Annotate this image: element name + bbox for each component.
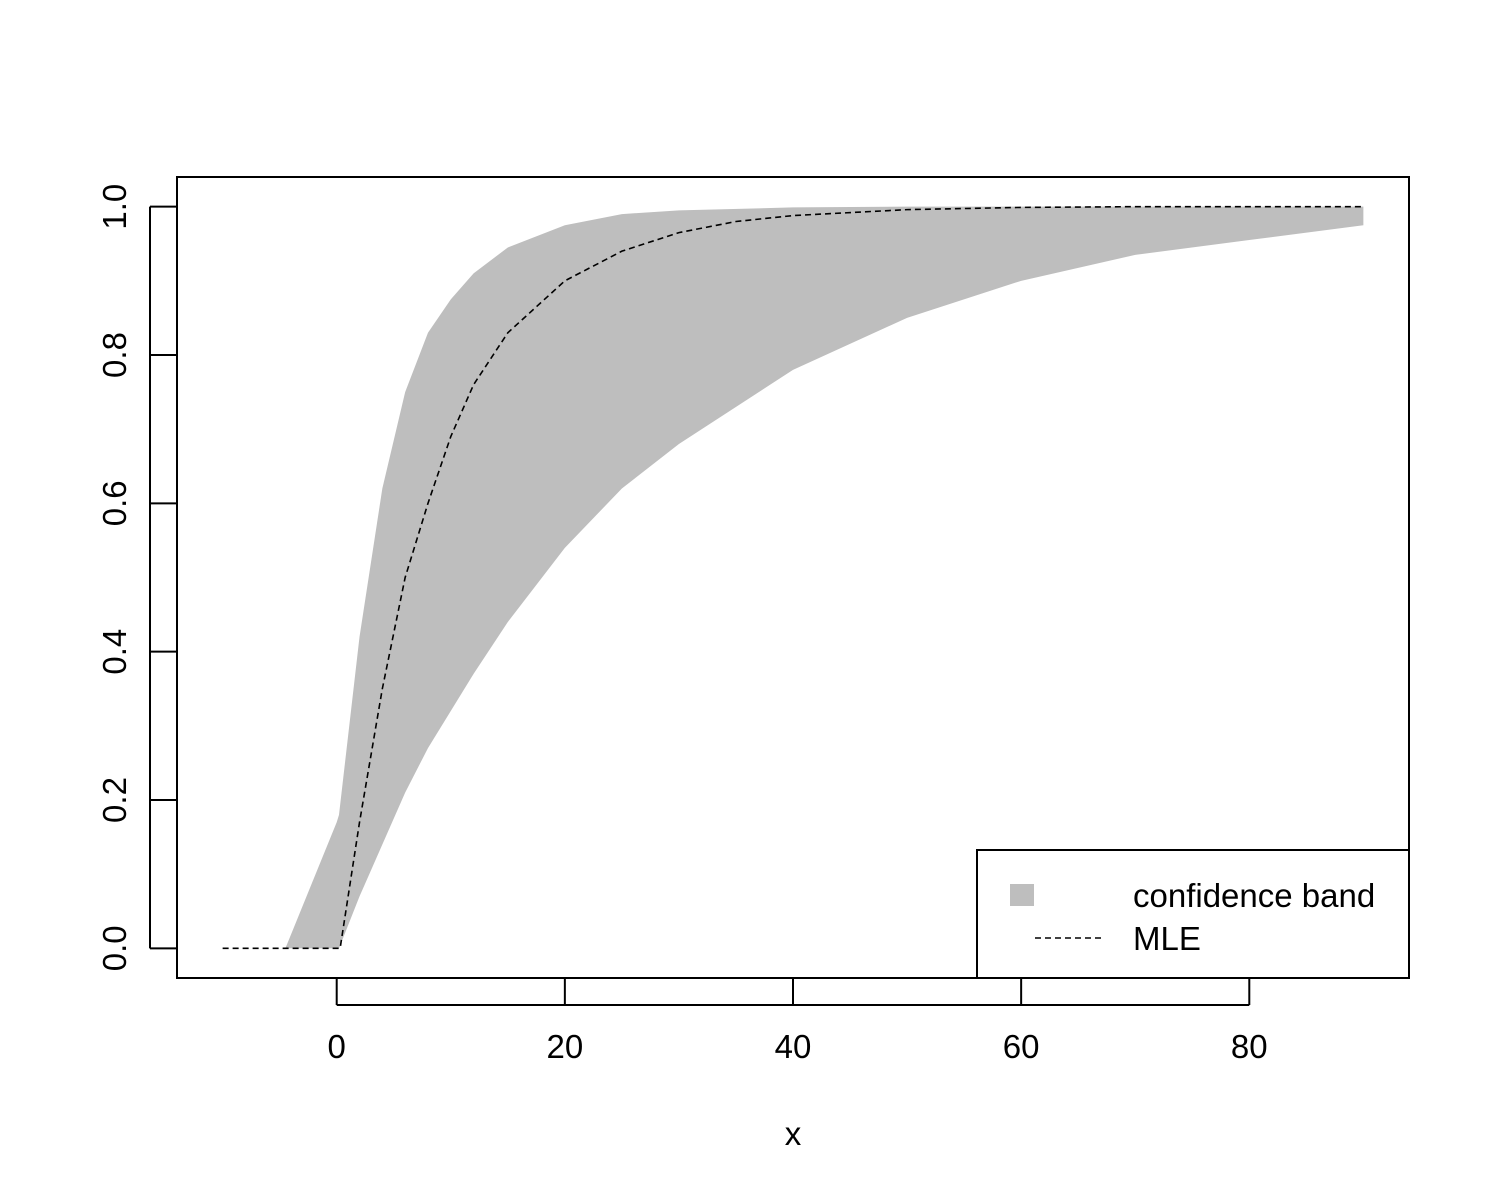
y-tick-label: 0.2 [96,777,133,823]
x-tick-label: 60 [1003,1028,1040,1065]
x-tick-label: 40 [775,1028,812,1065]
y-tick-label: 0.6 [96,480,133,526]
legend-box [976,849,1410,979]
plot-layer [222,205,1364,950]
x-axis-title: x [785,1115,802,1152]
x-tick-label: 0 [328,1028,346,1065]
x-tick-label: 80 [1231,1028,1268,1065]
mle-line [222,205,1364,950]
legend: confidence band MLE [976,849,1410,979]
axes-layer: 0 20 40 60 80 0.0 0.2 0.4 0.6 0.8 1.0 [96,176,1410,1065]
legend-label: confidence band [1133,877,1375,914]
y-tick-label: 0.8 [96,332,133,378]
y-tick-label: 0.4 [96,629,133,675]
confidence-band-area [285,206,1364,949]
x-tick-label: 20 [546,1028,583,1065]
legend-swatch-band [1010,884,1034,906]
y-tick-label: 1.0 [96,184,133,230]
legend-label: MLE [1133,920,1201,957]
y-tick-label: 0.0 [96,925,133,971]
